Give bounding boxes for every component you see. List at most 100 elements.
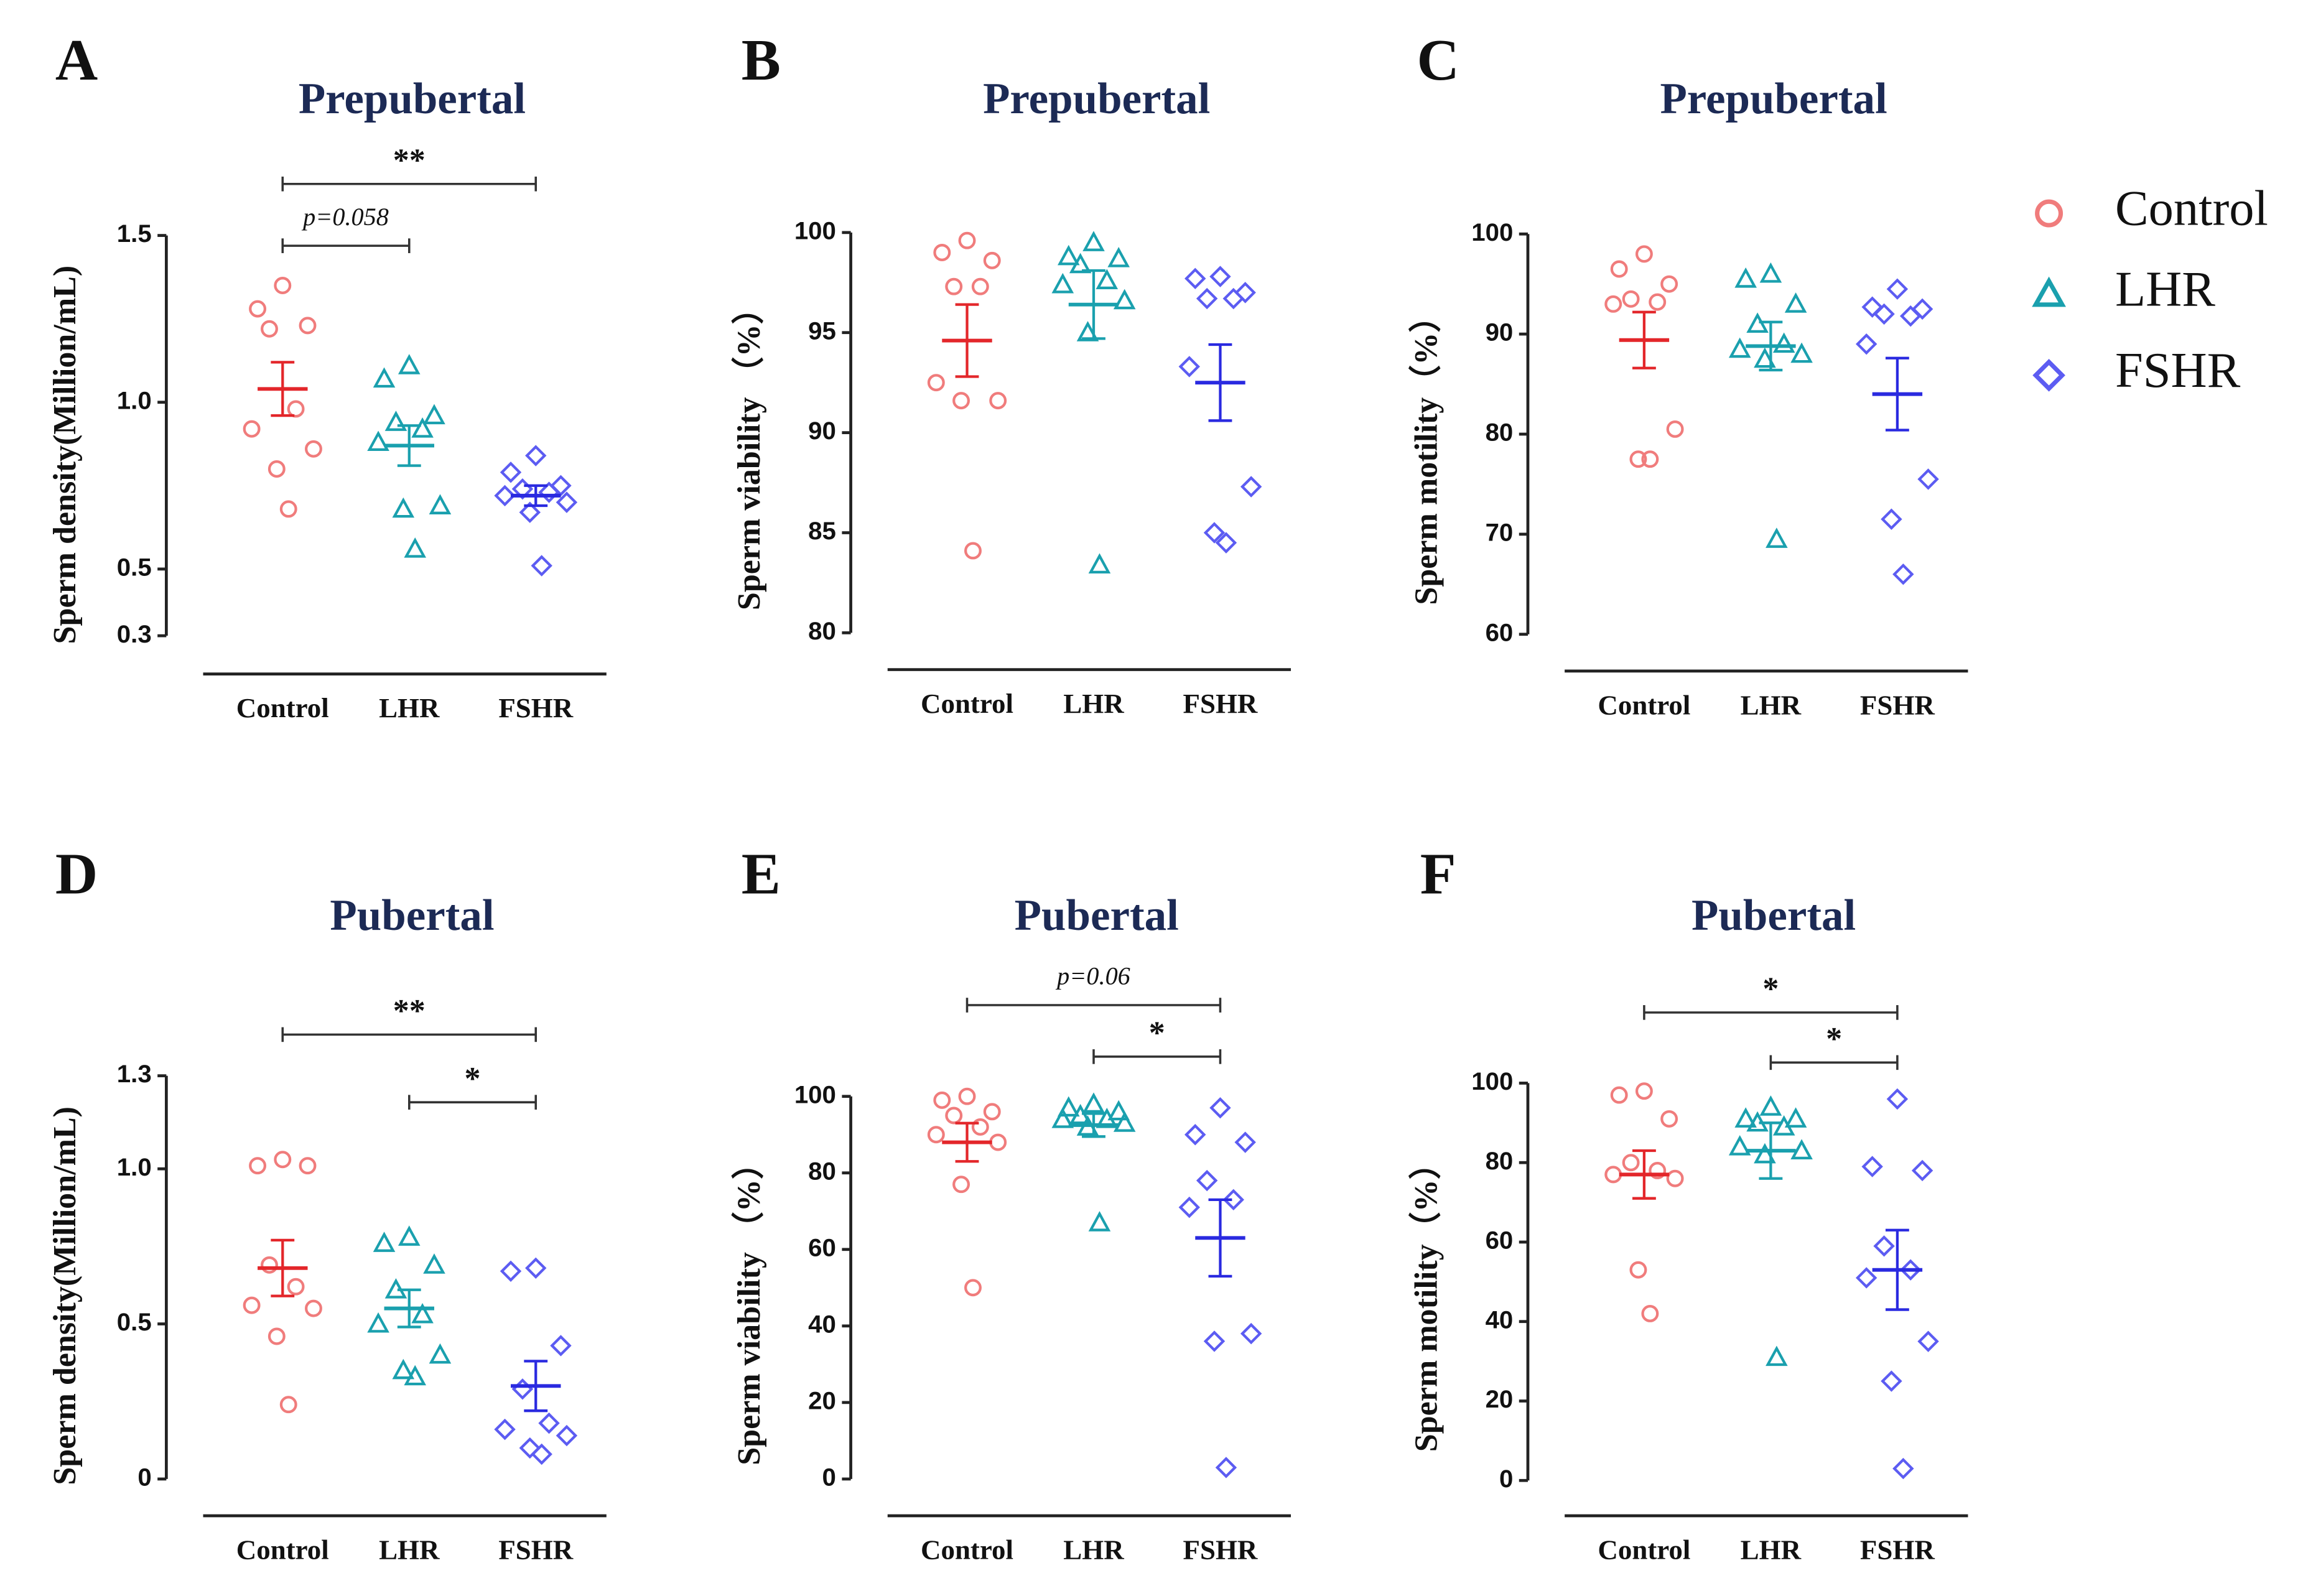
chart-title: Prepubertal — [299, 75, 526, 123]
panel: E Pubertal Sperm viability （%） 0 20 40 60 80 100… — [731, 842, 1291, 1566]
data-point — [1790, 1139, 1813, 1159]
data-point — [1240, 476, 1262, 498]
y-tick-label: 0.5 — [117, 1308, 152, 1336]
y-tick-label: 60 — [1486, 1227, 1514, 1255]
x-tick-label: Control — [921, 688, 1013, 719]
data-point — [1772, 332, 1795, 353]
data-point — [1766, 527, 1788, 548]
chart-title: Prepubertal — [983, 75, 1210, 123]
data-point — [1222, 1189, 1244, 1211]
legend-marker — [2035, 199, 2064, 228]
error-bar — [1632, 1149, 1656, 1200]
data-point — [1629, 450, 1647, 468]
data-point — [945, 1107, 963, 1125]
significance-label: * — [1149, 1016, 1165, 1051]
data-point — [404, 1365, 427, 1386]
error-bar — [1082, 269, 1105, 340]
y-tick-label: 100 — [1471, 1067, 1513, 1095]
data-point — [1886, 1088, 1909, 1110]
chart-title: Pubertal — [1691, 891, 1856, 940]
data-point — [398, 354, 421, 374]
panel: F Pubertal Sperm motility（%） 0 20 40 60 80 100 Co… — [1408, 842, 1968, 1566]
data-point — [952, 392, 970, 410]
error-bar — [1759, 1121, 1783, 1180]
y-axis-label: Sperm density(Million/mL) — [47, 1107, 83, 1485]
x-tick-label: FSHR — [498, 1534, 573, 1566]
data-point — [1215, 532, 1237, 554]
y-tick-label: 80 — [808, 1157, 836, 1185]
data-point — [1051, 272, 1074, 294]
y-tick-label: 80 — [1486, 1147, 1514, 1175]
data-point — [243, 420, 261, 438]
significance-label: ** — [393, 143, 426, 179]
significance-label: p=0.058 — [301, 203, 389, 231]
data-point — [1234, 282, 1256, 304]
data-point — [1604, 295, 1622, 313]
data-point — [525, 445, 547, 466]
data-point — [1088, 553, 1111, 573]
data-point — [1728, 337, 1751, 358]
data-point — [494, 1418, 516, 1441]
data-point — [1734, 267, 1757, 288]
error-bar — [524, 1360, 548, 1413]
data-point — [384, 411, 407, 431]
error-bar — [1759, 320, 1783, 372]
data-point — [1784, 292, 1807, 313]
data-point — [1759, 262, 1782, 283]
data-point — [958, 1087, 976, 1105]
significance-label: ** — [393, 993, 426, 1029]
data-point — [1234, 1131, 1256, 1153]
data-point — [1754, 1143, 1776, 1164]
x-tick-label: LHR — [1741, 689, 1802, 720]
data-point — [274, 277, 292, 294]
data-point — [1635, 1082, 1653, 1100]
data-point — [1215, 1457, 1237, 1478]
data-point — [1892, 564, 1914, 585]
legend-marker — [2032, 276, 2066, 307]
data-point — [525, 1257, 547, 1279]
y-tick-label: 0.3 — [117, 620, 152, 648]
error-bar — [1885, 356, 1909, 432]
data-point — [243, 1296, 261, 1314]
panel: C Prepubertal Sperm motility（%） 60 70 80 90 100… — [1408, 28, 1968, 720]
y-tick-label: 40 — [1486, 1306, 1514, 1334]
data-point — [550, 1335, 572, 1357]
x-tick-label: LHR — [379, 1534, 440, 1566]
data-point — [519, 1437, 541, 1459]
data-point — [1666, 1169, 1684, 1187]
data-point — [1610, 260, 1628, 278]
data-point — [1069, 253, 1092, 274]
data-point — [983, 251, 1001, 269]
y-tick-label: 70 — [1486, 519, 1514, 547]
data-point — [1899, 305, 1922, 327]
data-point — [299, 317, 317, 335]
data-point — [1096, 269, 1119, 290]
data-point — [1649, 1162, 1667, 1179]
legend-label: Control — [2115, 181, 2268, 236]
data-point — [538, 1412, 560, 1434]
error-bar — [271, 361, 295, 417]
y-tick-label: 90 — [1486, 318, 1514, 346]
data-point — [373, 367, 396, 388]
data-point — [1734, 1107, 1757, 1128]
data-point — [1113, 289, 1136, 310]
y-tick-label: 0 — [1499, 1465, 1513, 1493]
x-tick-label: FSHR — [1183, 688, 1258, 719]
data-point — [429, 494, 452, 514]
y-axis-label: Sperm viability （%） — [731, 292, 767, 610]
panel: B Prepubertal Sperm viability （%） 80 85 90 95 1… — [731, 28, 1291, 719]
data-point — [1917, 1330, 1939, 1352]
x-tick-label: FSHR — [498, 692, 573, 723]
data-point — [556, 1424, 578, 1447]
x-tick-label: LHR — [1063, 1534, 1124, 1566]
panel-letter: A — [55, 28, 98, 93]
y-tick-label: 0 — [137, 1464, 151, 1492]
data-point — [1082, 1092, 1105, 1113]
y-tick-label: 80 — [808, 617, 836, 645]
data-point — [1911, 1159, 1933, 1182]
data-point — [933, 1091, 951, 1109]
data-point — [411, 1302, 434, 1324]
data-point — [964, 1279, 982, 1297]
data-point — [279, 1396, 297, 1414]
